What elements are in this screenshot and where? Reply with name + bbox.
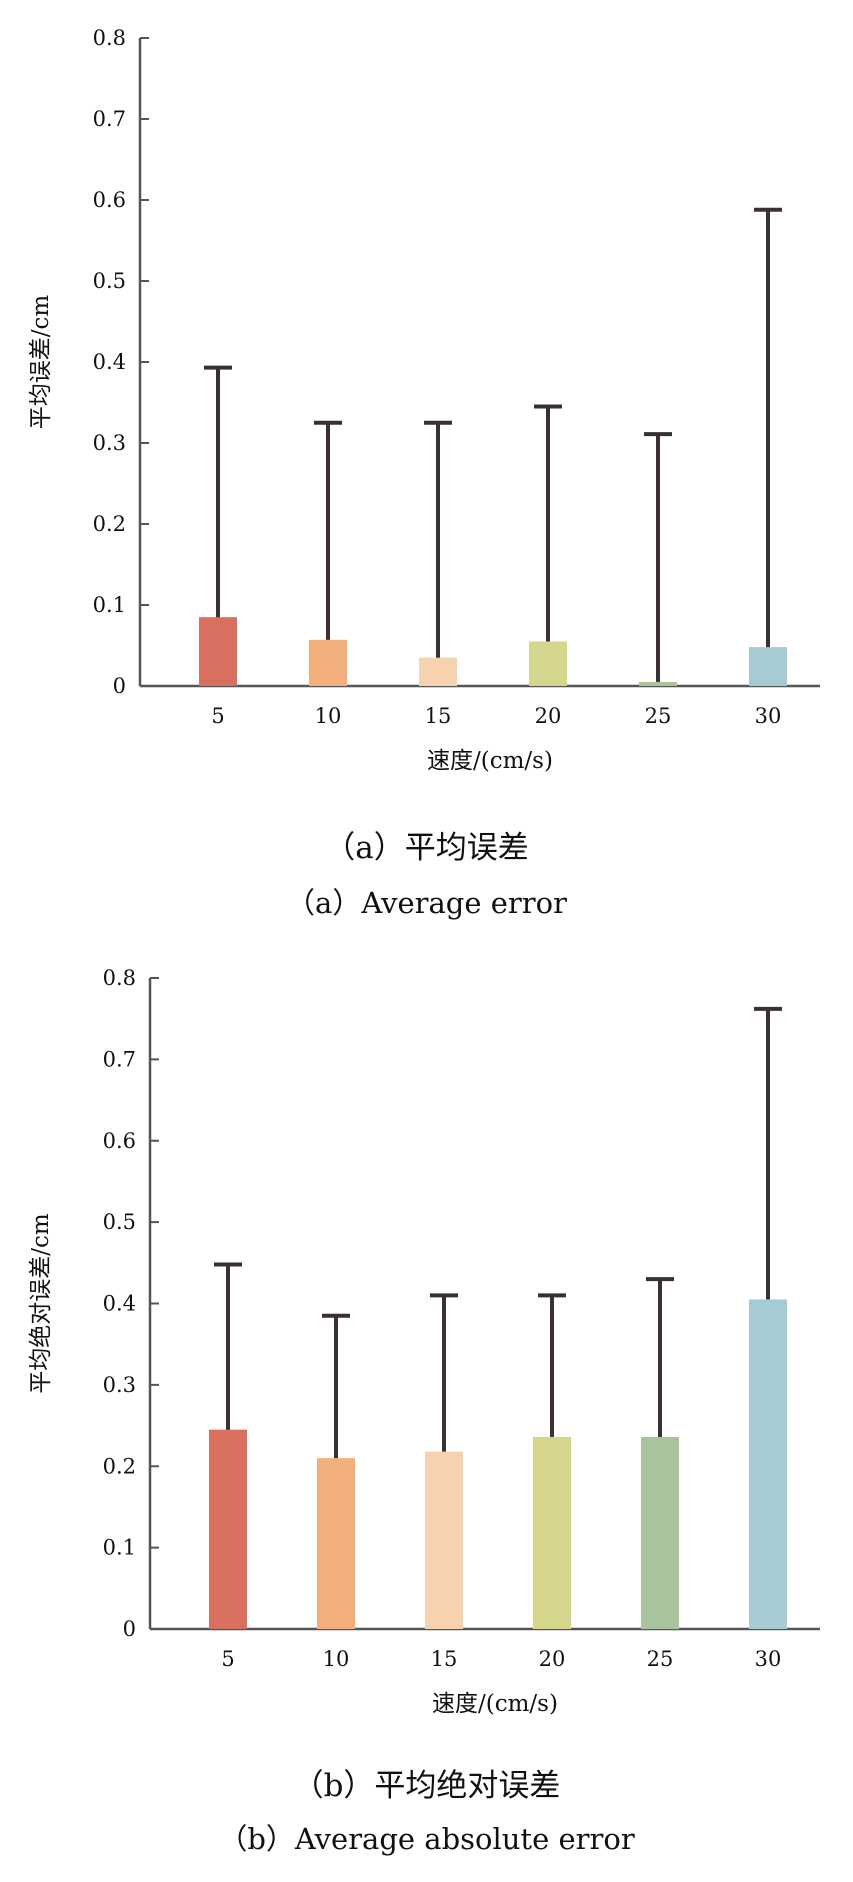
x-axis-title: 速度/(cm/s) xyxy=(432,1691,558,1717)
y-tick-label: 0.8 xyxy=(93,26,126,50)
bar-15 xyxy=(419,657,457,686)
x-tick-label: 10 xyxy=(323,1647,350,1671)
y-tick-label: 0.1 xyxy=(93,593,126,617)
chart-panel-b: 0 0.1 0.2 0.3 0.4 0.5 0.6 0.7 0.8 5 10 15 20 25 30 速度/(… xyxy=(0,950,853,1882)
bar-25 xyxy=(641,1436,679,1629)
bar-5 xyxy=(209,1429,247,1629)
average-absolute-error-chart: 0 0.1 0.2 0.3 0.4 0.5 0.6 0.7 0.8 5 10 15 20 25 30 速度/(… xyxy=(28,966,820,1717)
x-tick-label: 30 xyxy=(755,704,782,728)
x-tick-label: 5 xyxy=(211,704,224,728)
y-tick-label: 0.2 xyxy=(103,1454,136,1478)
bar-25 xyxy=(639,681,677,686)
y-axis-title: 平均绝对误差/cm xyxy=(28,1213,54,1394)
caption-a-en: （a）Average error xyxy=(286,886,567,920)
y-tick-label: 0.6 xyxy=(93,188,126,212)
caption-b-en: （b）Average absolute error xyxy=(218,1822,635,1856)
bar-10 xyxy=(309,639,347,686)
bar-10 xyxy=(317,1458,355,1629)
y-tick-label: 0.2 xyxy=(93,512,126,536)
y-tick-label: 0.7 xyxy=(103,1047,136,1071)
bar-15 xyxy=(425,1451,463,1629)
y-tick-label: 0.8 xyxy=(103,966,136,990)
bar-20 xyxy=(533,1436,571,1629)
x-tick-label: 5 xyxy=(221,1647,234,1671)
y-tick-label: 0.6 xyxy=(103,1129,136,1153)
x-tick-label: 25 xyxy=(647,1647,674,1671)
y-tick-label: 0.7 xyxy=(93,107,126,131)
bar-20 xyxy=(529,641,567,686)
bar-30 xyxy=(749,647,787,686)
y-tick-label: 0.4 xyxy=(103,1292,136,1316)
x-tick-label: 30 xyxy=(755,1647,782,1671)
bar-30 xyxy=(749,1299,787,1629)
y-tick-label: 0.1 xyxy=(103,1536,136,1560)
caption-a-cn: （a）平均误差 xyxy=(324,830,529,866)
y-tick-label: 0 xyxy=(123,1617,136,1641)
x-tick-label: 20 xyxy=(535,704,562,728)
y-tick-label: 0 xyxy=(113,674,126,698)
caption-b-cn: （b）平均绝对误差 xyxy=(292,1768,561,1804)
y-tick-label: 0.5 xyxy=(93,269,126,293)
x-tick-label: 15 xyxy=(431,1647,458,1671)
x-tick-label: 25 xyxy=(645,704,672,728)
x-axis-title: 速度/(cm/s) xyxy=(427,748,553,774)
chart-panel-a: 0 0.1 0.2 0.3 0.4 0.5 0.6 0.7 0.8 5 10 15 20 25 30 速度/(… xyxy=(28,26,820,920)
x-tick-label: 20 xyxy=(539,1647,566,1671)
y-tick-label: 0.3 xyxy=(103,1373,136,1397)
x-tick-label: 10 xyxy=(315,704,342,728)
y-tick-label: 0.5 xyxy=(103,1210,136,1234)
y-tick-label: 0.3 xyxy=(93,431,126,455)
average-error-chart: 0 0.1 0.2 0.3 0.4 0.5 0.6 0.7 0.8 5 10 15 20 25 30 速度/(… xyxy=(28,26,820,774)
bar-5 xyxy=(199,617,237,686)
x-tick-label: 15 xyxy=(425,704,452,728)
y-tick-label: 0.4 xyxy=(93,350,126,374)
y-axis-title: 平均误差/cm xyxy=(28,295,54,430)
